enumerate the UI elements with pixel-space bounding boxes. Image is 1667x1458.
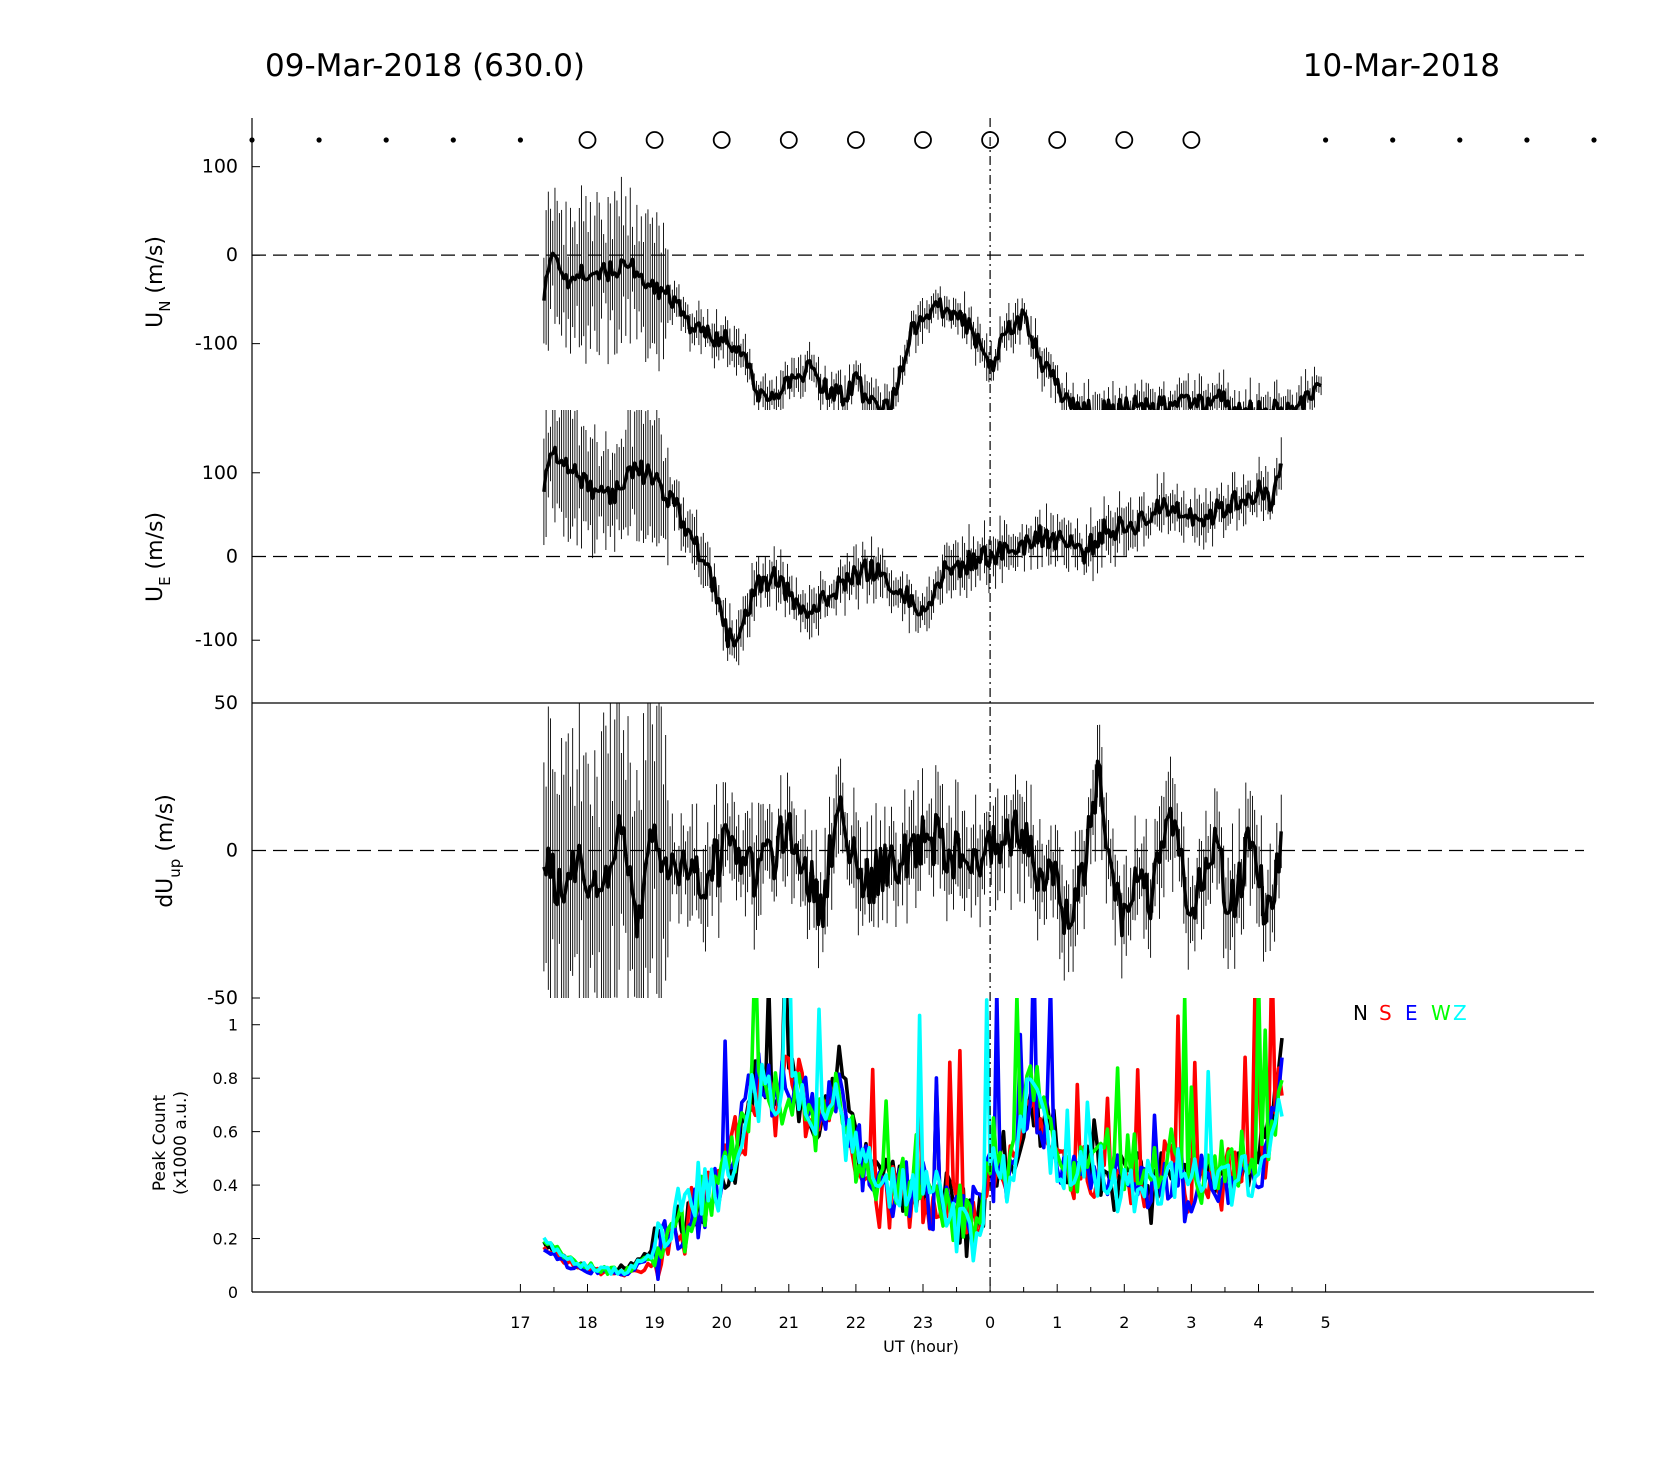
x-tick-label: 1 <box>1052 1313 1062 1332</box>
series-line-Z <box>542 998 1284 1276</box>
y-tick-label-un: 100 <box>202 156 238 178</box>
chart-title-left: 09-Mar-2018 (630.0) <box>265 48 585 84</box>
plot-area-peak <box>252 998 1594 1292</box>
x-tick-label: 23 <box>913 1313 933 1332</box>
y-tick-label-ue: 0 <box>226 546 238 568</box>
y-tick-label-peak: 0.6 <box>213 1123 238 1142</box>
marker-circle <box>1182 131 1201 149</box>
y-tick-label-ue: 100 <box>202 462 238 484</box>
x-tick-label: 19 <box>644 1313 664 1332</box>
series-line-un <box>542 251 1322 410</box>
marker-dot <box>316 137 322 143</box>
marker-dot <box>1390 137 1396 143</box>
legend-entry-Z: Z <box>1453 1001 1467 1025</box>
y-tick-label-dup: 0 <box>226 840 238 862</box>
x-tick-label: 20 <box>712 1313 732 1332</box>
x-tick-label: 0 <box>985 1313 995 1332</box>
y-tick-label-ue: -100 <box>195 629 238 651</box>
y-tick-label-peak: 1 <box>228 1016 238 1035</box>
marker-circle <box>645 131 664 149</box>
legend-entry-W: W <box>1431 1001 1451 1025</box>
marker-circle <box>1115 131 1134 149</box>
series-line-dup <box>542 759 1283 939</box>
x-axis: 17 18 19 20 21 22 23 0 1 2 3 4 5 <box>510 1284 1331 1332</box>
marker-dot <box>1457 137 1463 143</box>
x-tick-label: 5 <box>1321 1313 1331 1332</box>
marker-dot <box>1591 137 1597 143</box>
chart-title-right: 10-Mar-2018 <box>1303 48 1500 84</box>
marker-dot <box>1524 137 1530 143</box>
x-tick-label: 18 <box>577 1313 597 1332</box>
x-tick-label: 22 <box>846 1313 866 1332</box>
y-tick-label-dup: 50 <box>214 692 238 714</box>
y-tick-label-peak: 0 <box>228 1283 238 1302</box>
panel-eastward-wind: 100 0 -100 UE (m/s) <box>143 410 1584 703</box>
time-markers <box>249 131 1597 149</box>
y-axis-label-dup: dUup (m/s) <box>153 794 184 908</box>
x-tick-label: 2 <box>1119 1313 1129 1332</box>
panel-northward-wind: 100 0 -100 UN (m/s) <box>143 118 1584 410</box>
x-tick-label: 3 <box>1186 1313 1196 1332</box>
series-line-N <box>542 998 1284 1275</box>
legend-entry-S: S <box>1379 1001 1392 1025</box>
y-tick-label-peak: 0.8 <box>213 1069 238 1088</box>
plot-area-ue <box>252 410 1584 666</box>
y-tick-label-un: -100 <box>195 333 238 355</box>
marker-circle <box>914 131 932 149</box>
plot-area-dup <box>252 703 1584 998</box>
marker-dot <box>450 137 456 143</box>
marker-circle <box>712 131 731 149</box>
x-axis-label: UT (hour) <box>883 1337 959 1356</box>
x-tick-label: 17 <box>510 1313 530 1332</box>
y-axis-label-ue: UE (m/s) <box>143 512 174 602</box>
series-line-W <box>542 998 1284 1276</box>
legend-entry-E: E <box>1405 1001 1418 1025</box>
y-axis-label-un: UN (m/s) <box>143 236 174 328</box>
series-line-ue <box>542 445 1283 649</box>
y-tick-label-dup: -50 <box>207 987 238 1009</box>
marker-circle <box>847 131 865 149</box>
legend-entry-N: N <box>1353 1001 1368 1025</box>
x-tick-label: 21 <box>779 1313 799 1332</box>
marker-circle <box>779 131 798 149</box>
panel-vertical-wind: 50 0 -50 dUup (m/s) <box>153 692 1594 1009</box>
x-tick-label: 4 <box>1253 1313 1263 1332</box>
y-axis-label-peak-unit: (x1000 a.u.) <box>171 1091 191 1195</box>
y-axis-label-peak: Peak Count <box>150 1095 170 1192</box>
plot-area-un <box>252 176 1584 410</box>
panel-peak-count: 1 0.8 0.6 0.4 0.2 0 Peak Count (x1000 a.u.) N… <box>150 998 1594 1302</box>
y-tick-label-un: 0 <box>226 244 238 266</box>
marker-dot <box>1323 137 1329 143</box>
marker-dot <box>517 137 524 143</box>
marker-circle <box>1048 131 1067 149</box>
y-tick-label-peak: 0.2 <box>213 1230 238 1249</box>
marker-dot <box>383 137 389 143</box>
y-tick-label-peak: 0.4 <box>213 1176 238 1195</box>
marker-circle <box>578 131 597 149</box>
